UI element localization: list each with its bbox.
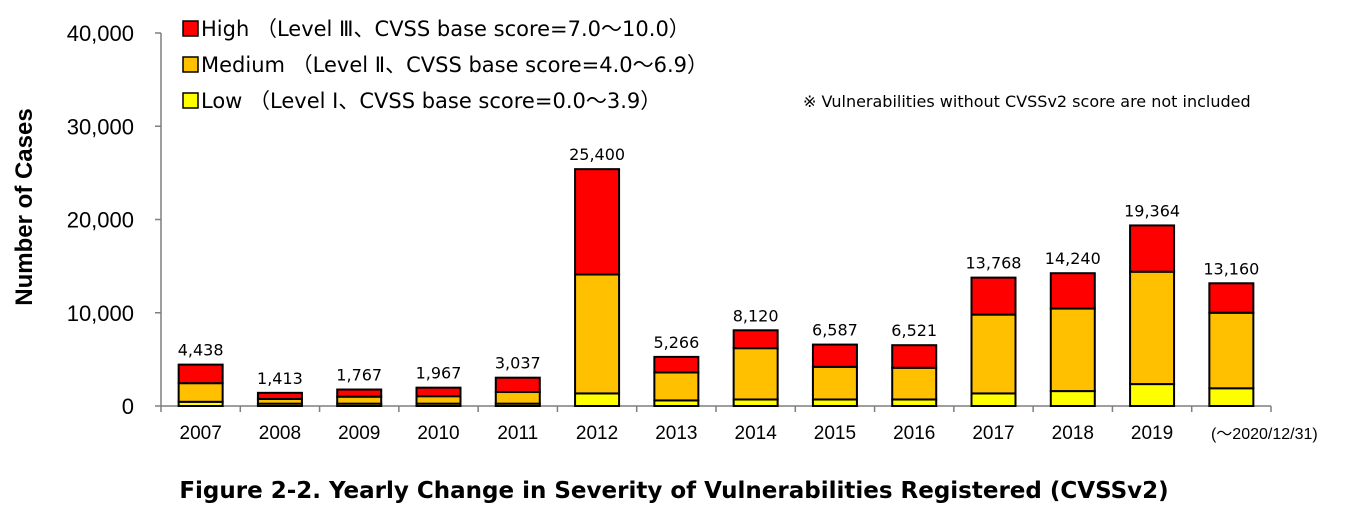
bar-segment bbox=[970, 392, 1017, 408]
x-tick-label: 2014 bbox=[735, 423, 778, 444]
x-tick-label: 2015 bbox=[814, 423, 856, 444]
bar-segment bbox=[1049, 272, 1096, 310]
x-tick-label: 2009 bbox=[338, 423, 380, 444]
bar-total-label: 8,120 bbox=[733, 306, 779, 325]
x-tick-label: 2019 bbox=[1131, 423, 1173, 444]
x-tick-label: (～2020/12/31) bbox=[1211, 426, 1318, 443]
x-tick-label: 2018 bbox=[1052, 423, 1094, 444]
bar-segment bbox=[415, 395, 462, 405]
y-tick-label: 0 bbox=[122, 394, 134, 419]
bar-segment bbox=[1129, 270, 1176, 386]
bar-segment bbox=[1129, 224, 1176, 273]
x-tick-label: 2016 bbox=[893, 423, 935, 444]
bar-segment bbox=[811, 343, 858, 368]
bar-total-label: 13,768 bbox=[966, 254, 1022, 273]
bar-segment bbox=[574, 392, 621, 408]
bar-segment bbox=[336, 395, 383, 405]
legend-label: High （Level Ⅲ、CVSS base score=7.0～10.0） bbox=[201, 17, 690, 41]
bar-total-label: 6,521 bbox=[891, 321, 937, 340]
bar-segment bbox=[1208, 387, 1255, 408]
bar-total-label: 13,160 bbox=[1203, 259, 1259, 278]
bar-segment bbox=[574, 273, 621, 395]
chart-labels: 0 10,000 20,000 30,000 40,000 Number of Cases… bbox=[11, 21, 1318, 444]
bar-total-label: 1,413 bbox=[257, 369, 303, 388]
bar-total-label: 19,364 bbox=[1124, 201, 1180, 220]
bar-segment bbox=[732, 329, 779, 350]
bar-segment bbox=[336, 388, 383, 398]
bar-total-label: 4,438 bbox=[178, 341, 224, 360]
bar-segment bbox=[177, 363, 224, 385]
bar-segment bbox=[891, 366, 938, 401]
stacked-bar-chart: 0 10,000 20,000 30,000 40,000 Number of Cases… bbox=[11, 17, 1318, 444]
bar-segment bbox=[970, 313, 1017, 395]
bar-segment bbox=[970, 276, 1017, 316]
bar-segment bbox=[256, 391, 303, 401]
bar-segment bbox=[1049, 307, 1096, 393]
bar-segment bbox=[1208, 311, 1255, 390]
y-tick-label: 30,000 bbox=[67, 114, 134, 139]
figure-caption: Figure 2-2. Yearly Change in Severity of… bbox=[179, 478, 1169, 504]
x-tick-label: 2017 bbox=[972, 423, 1014, 444]
y-axis-title: Number of Cases bbox=[11, 108, 38, 305]
bar-total-label: 1,967 bbox=[416, 364, 462, 383]
bar-segment bbox=[177, 382, 224, 403]
legend-label: Medium （Level Ⅱ、CVSS base score=4.0～6.9） bbox=[201, 53, 708, 77]
legend-label: Low （Level I、CVSS base score=0.0～3.9） bbox=[201, 89, 661, 113]
bar-segment bbox=[494, 376, 541, 394]
legend-swatch bbox=[182, 56, 199, 73]
x-tick-label: 2010 bbox=[417, 423, 459, 444]
bar-total-label: 6,587 bbox=[812, 321, 858, 340]
bar-segment bbox=[653, 355, 700, 374]
bar-segment bbox=[891, 344, 938, 369]
bar-segment bbox=[494, 391, 541, 405]
bar-segment bbox=[811, 365, 858, 401]
y-tick-label: 20,000 bbox=[67, 208, 134, 233]
x-tick-label: 2007 bbox=[180, 423, 222, 444]
bar-segment bbox=[1049, 390, 1096, 407]
bar-total-label: 5,266 bbox=[653, 333, 699, 352]
chart-bars bbox=[177, 168, 1255, 408]
x-tick-label: 2011 bbox=[497, 423, 538, 444]
bar-total-label: 14,240 bbox=[1045, 249, 1101, 268]
bar-segment bbox=[1129, 383, 1176, 407]
bar-segment bbox=[732, 347, 779, 401]
bar-total-label: 3,037 bbox=[495, 354, 541, 373]
bar-segment bbox=[415, 386, 462, 398]
y-tick-label: 10,000 bbox=[67, 301, 134, 326]
bar-total-label: 25,400 bbox=[569, 145, 625, 164]
bar-total-label: 1,767 bbox=[336, 366, 382, 385]
legend-swatch bbox=[182, 92, 199, 109]
y-tick-label: 40,000 bbox=[67, 21, 134, 46]
legend-swatch bbox=[182, 20, 199, 37]
bar-segment bbox=[653, 371, 700, 402]
bar-segment bbox=[574, 168, 621, 276]
chart-note: ※ Vulnerabilities without CVSSv2 score a… bbox=[803, 92, 1251, 111]
chart-legend: High （Level Ⅲ、CVSS base score=7.0～10.0） M… bbox=[182, 17, 708, 113]
x-tick-label: 2012 bbox=[576, 423, 618, 444]
bar-segment bbox=[1208, 282, 1255, 314]
x-tick-label: 2008 bbox=[259, 423, 301, 444]
x-tick-label: 2013 bbox=[655, 423, 697, 444]
